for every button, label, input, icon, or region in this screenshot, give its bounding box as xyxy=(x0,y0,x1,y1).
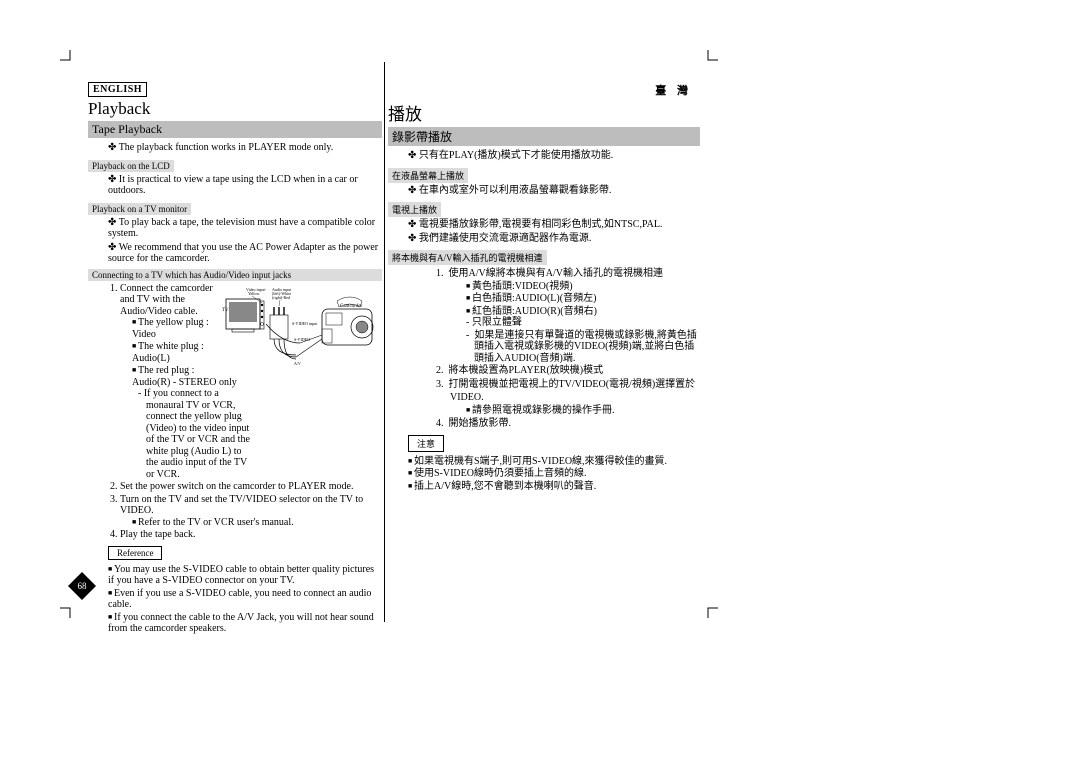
diag-svin: S-VIDEO input xyxy=(292,321,318,326)
lcd-heading: Playback on the LCD xyxy=(88,160,174,172)
ref2: Even if you use a S-VIDEO cable, you nee… xyxy=(108,588,382,611)
tvmon-heading: Playback on a TV monitor xyxy=(88,203,191,215)
lang-label-zh: 臺 灣 xyxy=(388,82,700,98)
page-number-badge: 68 xyxy=(68,572,96,600)
step3-sub: Refer to the TV or VCR user's manual. xyxy=(132,517,382,529)
connect-heading: Connecting to a TV which has Audio/Video… xyxy=(88,269,382,281)
plug-red: The red plug : Audio(R) - STEREO only - … xyxy=(132,365,250,480)
step2: Set the power switch on the camcorder to… xyxy=(120,481,382,493)
reference-label: Reference xyxy=(108,546,162,560)
step3: Turn on the TV and set the TV/VIDEO sele… xyxy=(120,494,382,529)
page-number: 68 xyxy=(68,572,96,600)
zh-plug-w: 白色插頭:AUDIO(L)(音頻左) xyxy=(466,293,700,305)
zh-plug-r-text: 紅色插頭:AUDIO(R)(音頻右) xyxy=(472,306,597,317)
zh-step4: 4. 開始播放影帶. xyxy=(388,417,700,431)
lcd-heading-zh: 在液晶螢幕上播放 xyxy=(388,168,468,183)
diag-sv: S-VIDEO xyxy=(294,337,310,342)
zh-plug-r: 紅色插頭:AUDIO(R)(音頻右) - 只限立體聲 xyxy=(466,306,700,329)
zh-step2: 2. 將本機設置為PLAYER(放映機)模式 xyxy=(388,364,700,378)
zh-step3: 3. 打開電視機並把電視上的TV/VIDEO(電視/視頻)選擇置於VIDEO. xyxy=(388,378,700,405)
left-column: ENGLISH Playback Tape Playback The playb… xyxy=(88,82,382,636)
diag-ain3: (right)-Red xyxy=(272,295,290,300)
zh-plug-r2: - 只限立體聲 xyxy=(466,317,700,329)
section-heading-en: Tape Playback xyxy=(88,121,382,138)
page-title-zh: 播放 xyxy=(388,100,700,125)
lang-label-en: ENGLISH xyxy=(88,82,147,97)
diag-tv: TV xyxy=(222,308,229,313)
zh-plug-y: 黃色插頭:VIDEO(視頻) xyxy=(466,281,700,293)
tv-item2: We recommend that you use the AC Power A… xyxy=(108,242,382,265)
step1-text: Connect the camcorder and TV with the Au… xyxy=(120,283,213,317)
step4: Play the tape back. xyxy=(120,529,382,541)
lcd-item-zh: 在車內或室外可以利用液晶螢幕觀看錄影帶. xyxy=(408,185,700,197)
reg-mark-tl xyxy=(60,50,74,64)
intro-zh: 只有在PLAY(播放)模式下才能使用播放功能. xyxy=(408,150,700,162)
diag-cam: Camcorder xyxy=(340,304,363,309)
conn-heading-zh: 將本機與有A/V輸入插孔的電視機相連 xyxy=(388,250,547,265)
zh-ref3: 插上A/V線時,您不會聽到本機喇叭的聲音. xyxy=(408,481,700,493)
lcd-item: It is practical to view a tape using the… xyxy=(108,174,382,197)
ref1: You may use the S-VIDEO cable to obtain … xyxy=(108,564,382,587)
manual-page: ENGLISH Playback Tape Playback The playb… xyxy=(64,54,714,614)
column-divider xyxy=(384,62,385,622)
connection-diagram: TV Video input- Yellow Audio input (left… xyxy=(222,285,382,375)
zh-ref2: 使用S-VIDEO線時仍須要插上音頻的線. xyxy=(408,468,700,480)
tv-item1: To play back a tape, the television must… xyxy=(108,217,382,240)
section-heading-zh: 錄影帶播放 xyxy=(388,127,700,146)
diag-vin2: Yellow xyxy=(248,291,259,296)
diag-av: A/V xyxy=(294,361,301,366)
zh-ref1: 如果電視機有S端子,則可用S-VIDEO線,來獲得較佳的畫質. xyxy=(408,456,700,468)
tv-heading-zh: 電視上播放 xyxy=(388,202,441,217)
ref3: If you connect the cable to the A/V Jack… xyxy=(108,612,382,635)
reg-mark-bl xyxy=(60,604,74,618)
intro-text: The playback function works in PLAYER mo… xyxy=(108,142,382,154)
step3-text: Turn on the TV and set the TV/VIDEO sele… xyxy=(120,494,363,517)
zh-step3-sub: 請參照電視或錄影機的操作手冊. xyxy=(466,405,700,417)
right-column: 臺 灣 播放 錄影帶播放 只有在PLAY(播放)模式下才能使用播放功能. 在液晶… xyxy=(388,82,700,493)
page-title-en: Playback xyxy=(88,99,382,119)
zh-plug-r-sub: - 如果是連接只有單聲道的電視機或錄影機,將黃色插頭插入電視或錄影機的VIDEO… xyxy=(388,330,700,365)
zh-step1: 1. 使用A/V線將本機與有A/V輸入插孔的電視機相連 xyxy=(388,267,700,281)
tv-item1-zh: 電視要播放錄影帶,電視要有相同彩色制式,如NTSC,PAL. xyxy=(408,219,700,231)
tv-item2-zh: 我們建議使用交流電源適配器作為電源. xyxy=(408,233,700,245)
note-label-zh: 注意 xyxy=(408,435,444,452)
zh-steps: 1. 使用A/V線將本機與有A/V輸入插孔的電視機相連 黃色插頭:VIDEO(視… xyxy=(388,267,700,431)
plug-red-text: The red plug : Audio(R) - STEREO only xyxy=(132,365,237,388)
plug-red-sub: - If you connect to a monaural TV or VCR… xyxy=(132,388,250,480)
reg-mark-br xyxy=(704,604,718,618)
intro-list: The playback function works in PLAYER mo… xyxy=(88,142,382,154)
reg-mark-tr xyxy=(704,50,718,64)
